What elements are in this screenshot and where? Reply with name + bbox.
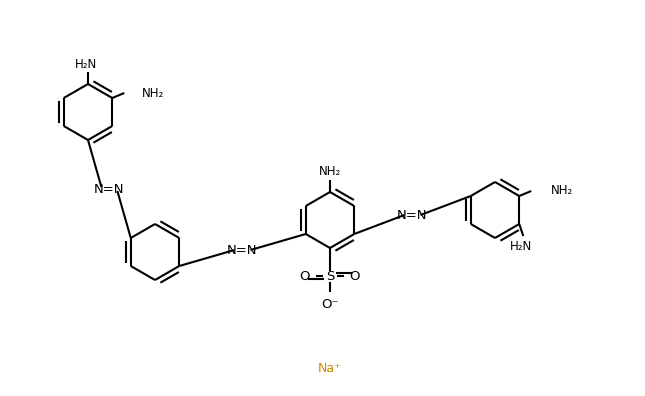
Text: Na⁺: Na⁺	[318, 362, 342, 375]
Text: O⁻: O⁻	[321, 297, 339, 310]
Text: S: S	[326, 270, 334, 282]
Text: N=N: N=N	[94, 183, 124, 196]
Text: NH₂: NH₂	[319, 164, 341, 177]
Text: NH₂: NH₂	[143, 86, 164, 99]
Text: H₂N: H₂N	[75, 57, 97, 70]
Text: O: O	[350, 270, 361, 282]
Text: NH₂: NH₂	[551, 183, 573, 196]
Text: N=N: N=N	[227, 244, 258, 257]
Text: H₂N: H₂N	[510, 240, 532, 253]
Text: N=N: N=N	[397, 209, 428, 221]
Text: O: O	[300, 270, 310, 282]
